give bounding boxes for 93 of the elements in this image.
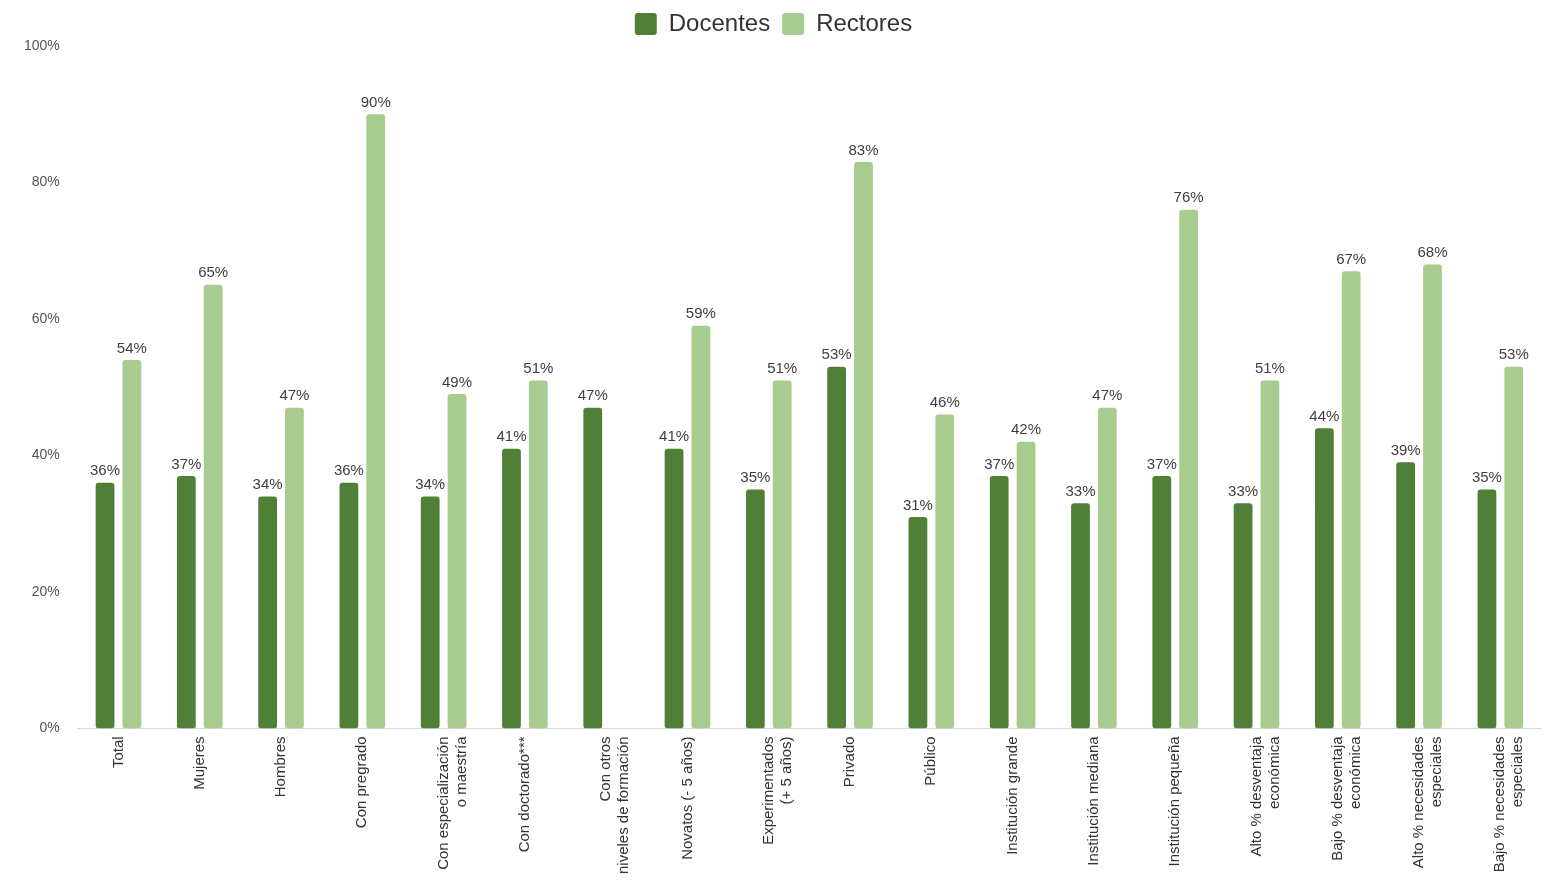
data-label: 67% — [1336, 249, 1367, 267]
data-label: 36% — [333, 461, 364, 479]
x-tick-label: Privado — [840, 736, 858, 788]
y-tick-label: 40% — [31, 446, 60, 463]
legend-label: Docentes — [668, 8, 771, 36]
data-label: 59% — [685, 304, 716, 322]
x-tick-label: Público — [921, 736, 939, 786]
data-label: 53% — [821, 345, 852, 363]
bar — [854, 162, 873, 729]
x-tick-label: Alto % desventaja económica — [1246, 735, 1282, 857]
bar — [691, 325, 711, 729]
bar — [528, 380, 548, 729]
data-label: 31% — [902, 495, 933, 513]
bar — [203, 284, 223, 729]
bar — [1341, 271, 1361, 729]
y-tick-label: 20% — [31, 582, 60, 599]
bar — [583, 407, 603, 729]
x-tick-label: Con pregrado — [352, 736, 370, 829]
bar — [502, 448, 521, 729]
bar — [176, 475, 196, 729]
bar — [339, 482, 359, 729]
data-label: 41% — [496, 427, 527, 445]
bar — [122, 359, 142, 729]
bar — [1233, 503, 1253, 729]
data-label: 37% — [171, 454, 202, 472]
x-tick-label: Institución mediana — [1084, 735, 1102, 866]
bar — [1396, 462, 1416, 729]
y-tick-label: 80% — [31, 173, 60, 190]
bar — [1504, 366, 1524, 729]
x-tick-label: Con doctorado*** — [515, 736, 533, 853]
x-tick-label: Total — [108, 736, 126, 769]
x-tick-label: Con especialización o maestría — [433, 735, 469, 870]
data-label: 65% — [198, 263, 229, 281]
data-label: 47% — [577, 386, 608, 404]
data-label: 36% — [90, 461, 121, 479]
data-label: 37% — [1146, 454, 1177, 472]
data-label: 51% — [767, 359, 798, 377]
bar — [1016, 441, 1036, 729]
data-label: 44% — [1309, 406, 1340, 424]
data-label: 76% — [1173, 188, 1204, 206]
bar — [95, 482, 115, 729]
x-tick-label: Con otros niveles de formación — [596, 736, 632, 875]
bar — [447, 394, 467, 729]
y-tick-label: 100% — [23, 36, 60, 53]
data-label: 53% — [1498, 345, 1529, 363]
data-label: 35% — [740, 468, 771, 486]
data-label: 46% — [929, 393, 960, 411]
bar — [1423, 264, 1442, 729]
bar — [989, 475, 1009, 729]
data-label: 34% — [252, 475, 283, 493]
bar — [1477, 489, 1497, 729]
data-label: 90% — [360, 92, 391, 110]
bar — [1314, 428, 1334, 729]
data-label: 41% — [659, 427, 690, 445]
bar — [772, 380, 792, 729]
bar — [420, 496, 440, 729]
data-label: 33% — [1228, 481, 1259, 499]
data-label: 51% — [523, 359, 554, 377]
data-label: 68% — [1417, 243, 1448, 261]
bar — [285, 407, 304, 729]
data-label: 54% — [116, 338, 147, 356]
data-label: 49% — [442, 372, 473, 390]
bar — [366, 114, 386, 729]
bar — [908, 516, 928, 729]
bar — [1071, 503, 1090, 729]
bar — [827, 366, 847, 729]
bar — [258, 496, 277, 729]
data-label: 37% — [984, 454, 1015, 472]
bar — [745, 489, 765, 729]
legend-label: Rectores — [816, 8, 913, 36]
data-label: 35% — [1471, 468, 1502, 486]
x-tick-label: Institución grande — [1002, 736, 1020, 855]
data-label: 83% — [848, 140, 879, 158]
x-tick-label: Novatos (- 5 años) — [677, 736, 695, 860]
data-label: 47% — [279, 386, 310, 404]
x-tick-label: Mujeres — [189, 736, 207, 790]
data-label: 51% — [1254, 359, 1285, 377]
x-tick-label: Experimentados (+ 5 años) — [758, 736, 794, 845]
y-tick-label: 60% — [31, 309, 60, 326]
bar — [1152, 475, 1172, 729]
x-tick-label: Hombres — [271, 736, 289, 798]
bar — [664, 448, 684, 729]
x-tick-label: Institución pequeña — [1165, 735, 1183, 867]
y-tick-label: 0% — [39, 719, 60, 736]
bar — [935, 414, 955, 729]
data-label: 39% — [1390, 440, 1421, 458]
bar — [1097, 407, 1117, 729]
data-label: 34% — [415, 475, 446, 493]
data-label: 47% — [1092, 386, 1123, 404]
bar — [1260, 380, 1280, 729]
data-label: 42% — [1011, 420, 1042, 438]
bar — [1179, 209, 1198, 729]
data-label: 33% — [1065, 481, 1096, 499]
